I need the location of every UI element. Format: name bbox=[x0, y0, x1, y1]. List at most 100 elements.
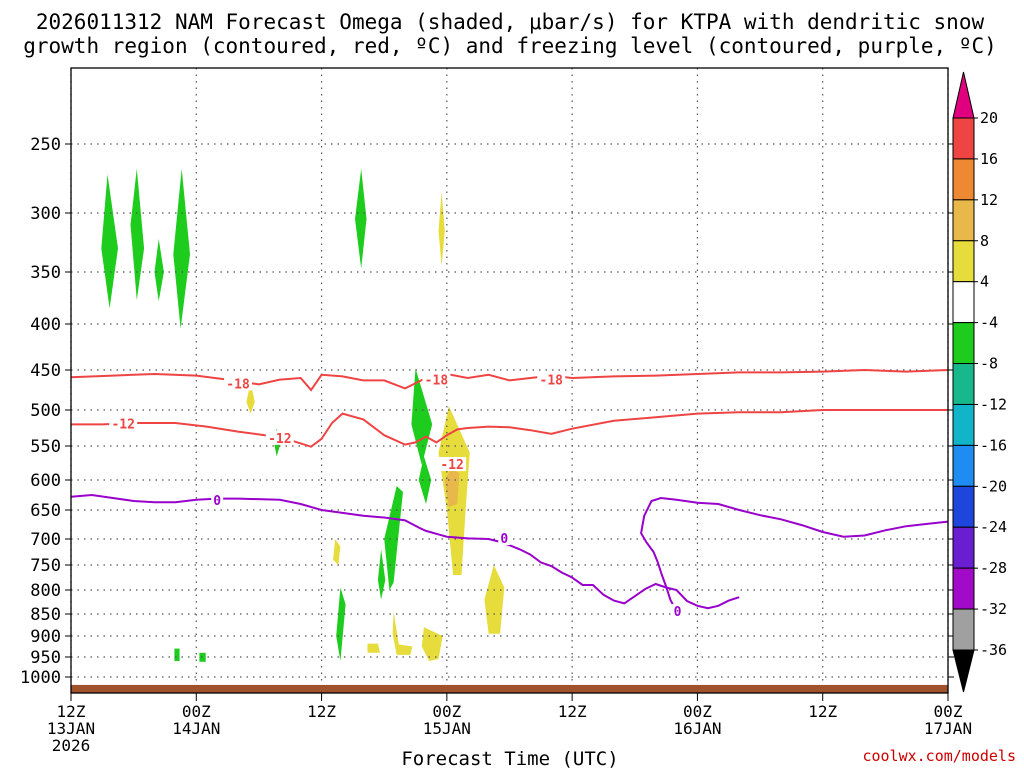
colorbar-bottom-arrow bbox=[952, 649, 975, 693]
colorbar-band-5 bbox=[952, 281, 975, 324]
plot-frame bbox=[70, 67, 949, 694]
freezing-level-label-bg-1 bbox=[498, 531, 511, 545]
contour-layer: -18 -18 -18 -12 -12 -12 0 0 0 bbox=[70, 368, 949, 620]
omega-area-9 bbox=[418, 456, 432, 504]
x-tick-label-84-1: 00Z bbox=[934, 702, 963, 721]
colorbar-label-4: 4 bbox=[980, 273, 989, 291]
colorbar-label-10: -24 bbox=[980, 518, 1007, 536]
omega-area-6 bbox=[355, 168, 367, 269]
isotherm-minus18-label-2: -18 bbox=[540, 373, 564, 388]
isotherm-minus12-label-bg-0 bbox=[109, 416, 138, 431]
colorbar-label-6: -8 bbox=[980, 355, 998, 373]
omega-area-0 bbox=[101, 174, 118, 309]
freezing-level-label-bg-0 bbox=[211, 493, 224, 507]
x-tick-label-12-2: 14JAN bbox=[172, 719, 220, 738]
x-tick-label-48-1: 12Z bbox=[558, 702, 587, 721]
colorbar-band-7 bbox=[952, 363, 975, 405]
colorbar-band-9 bbox=[952, 444, 975, 487]
omega-area-14 bbox=[421, 627, 443, 661]
y-tick-label-600: 600 bbox=[30, 471, 61, 491]
chart-title-line-2: growth region (contoured, red, ºC) and f… bbox=[23, 34, 997, 58]
omega-area-13 bbox=[392, 611, 413, 655]
x-tick-label-12-1: 00Z bbox=[182, 702, 211, 721]
isotherm-minus12-line bbox=[71, 409, 948, 448]
y-tick-label-350: 350 bbox=[30, 263, 61, 283]
omega-area-12 bbox=[484, 565, 505, 634]
colorbar-label-8: -16 bbox=[980, 436, 1007, 454]
x-tick-label-0-3: 2026 bbox=[52, 736, 91, 755]
colorbar-label-13: -36 bbox=[980, 641, 1007, 659]
omega-area-17 bbox=[384, 486, 403, 590]
colorbar-band-8 bbox=[952, 403, 975, 446]
colorbar-top-arrow bbox=[952, 71, 975, 119]
credit-link[interactable]: coolwx.com/models bbox=[862, 747, 1016, 765]
freezing-level-label-0: 0 bbox=[213, 494, 221, 509]
colorbar-label-3: 8 bbox=[980, 232, 989, 250]
y-tick-label-700: 700 bbox=[30, 530, 61, 550]
isotherm-minus18-label-1: -18 bbox=[425, 373, 449, 388]
colorbar-label-1: 16 bbox=[980, 150, 998, 168]
x-tick-label-72-1: 12Z bbox=[808, 702, 837, 721]
colorbar-band-3 bbox=[952, 199, 975, 242]
omega-area-18 bbox=[377, 549, 386, 600]
omega-area-3 bbox=[173, 168, 190, 329]
y-tick-label-900: 900 bbox=[30, 627, 61, 647]
colorbar-label-7: -12 bbox=[980, 395, 1007, 413]
y-tick-label-450: 450 bbox=[30, 361, 61, 381]
isotherm-minus12-label-2: -12 bbox=[440, 458, 463, 473]
y-tick-label-1000: 1000 bbox=[20, 668, 61, 688]
x-axis-title: Forecast Time (UTC) bbox=[401, 748, 618, 768]
colorbar-label-9: -20 bbox=[980, 477, 1007, 495]
colorbar-label-11: -28 bbox=[980, 559, 1007, 577]
colorbar-band-11 bbox=[952, 526, 975, 569]
isotherm-minus18-label-bg-2 bbox=[537, 372, 566, 387]
colorbar-label-2: 12 bbox=[980, 191, 998, 209]
terrain-layer bbox=[71, 684, 948, 693]
freezing-level-label-bg-2 bbox=[671, 604, 684, 619]
colorbar-label-12: -32 bbox=[980, 600, 1007, 618]
terrain-strip bbox=[71, 684, 948, 693]
y-axis: 2503003504004505005506006507007508008509… bbox=[20, 135, 954, 688]
isotherm-minus18-label-bg-0 bbox=[224, 376, 253, 391]
x-tick-label-60-2: 16JAN bbox=[673, 719, 721, 738]
isotherm-minus12-label-bg-1 bbox=[265, 430, 294, 445]
isotherm-minus12-label-1: -12 bbox=[268, 432, 291, 447]
y-tick-label-500: 500 bbox=[30, 401, 61, 421]
isotherm-minus12-label-bg-2 bbox=[438, 457, 467, 472]
x-tick-label-36-1: 00Z bbox=[432, 702, 461, 721]
omega-area-19 bbox=[336, 587, 346, 661]
omega-area-4 bbox=[246, 382, 255, 414]
x-tick-label-0-1: 12Z bbox=[57, 702, 86, 721]
y-tick-label-950: 950 bbox=[30, 648, 61, 668]
omega-area-15 bbox=[367, 643, 380, 653]
y-tick-label-300: 300 bbox=[30, 204, 61, 224]
colorbar-band-4 bbox=[952, 240, 975, 283]
x-tick-label-60-1: 00Z bbox=[683, 702, 712, 721]
colorbar: 20 16 12 8 4 -4 -8 -12 -16 -20 -24 -28 -32 -36 bbox=[952, 71, 1007, 693]
y-tick-label-850: 850 bbox=[30, 605, 61, 625]
colorbar-label-5: -4 bbox=[980, 314, 998, 332]
omega-shading-layer bbox=[101, 168, 505, 662]
omega-area-21 bbox=[199, 652, 206, 662]
colorbar-band-2 bbox=[952, 158, 975, 201]
y-tick-label-650: 650 bbox=[30, 501, 61, 521]
colorbar-band-10 bbox=[952, 485, 975, 528]
x-tick-label-24-1: 12Z bbox=[307, 702, 336, 721]
isotherm-minus18-label-0: -18 bbox=[226, 377, 250, 392]
omega-area-1 bbox=[130, 168, 145, 301]
omega-area-2 bbox=[154, 239, 164, 302]
omega-area-20 bbox=[174, 648, 180, 661]
freezing-level-line-branch bbox=[640, 496, 949, 613]
y-tick-label-400: 400 bbox=[30, 315, 61, 335]
colorbar-label-0: 20 bbox=[980, 109, 998, 127]
colorbar-band-6 bbox=[952, 322, 975, 365]
y-tick-label-550: 550 bbox=[30, 437, 61, 457]
y-tick-label-250: 250 bbox=[30, 135, 61, 155]
x-tick-label-36-2: 15JAN bbox=[423, 719, 471, 738]
isotherm-minus18-label-bg-1 bbox=[422, 372, 451, 387]
colorbar-band-12 bbox=[952, 567, 975, 610]
x-tick-label-84-2: 17JAN bbox=[924, 719, 972, 738]
omega-area-7 bbox=[438, 192, 445, 267]
y-tick-label-750: 750 bbox=[30, 556, 61, 576]
